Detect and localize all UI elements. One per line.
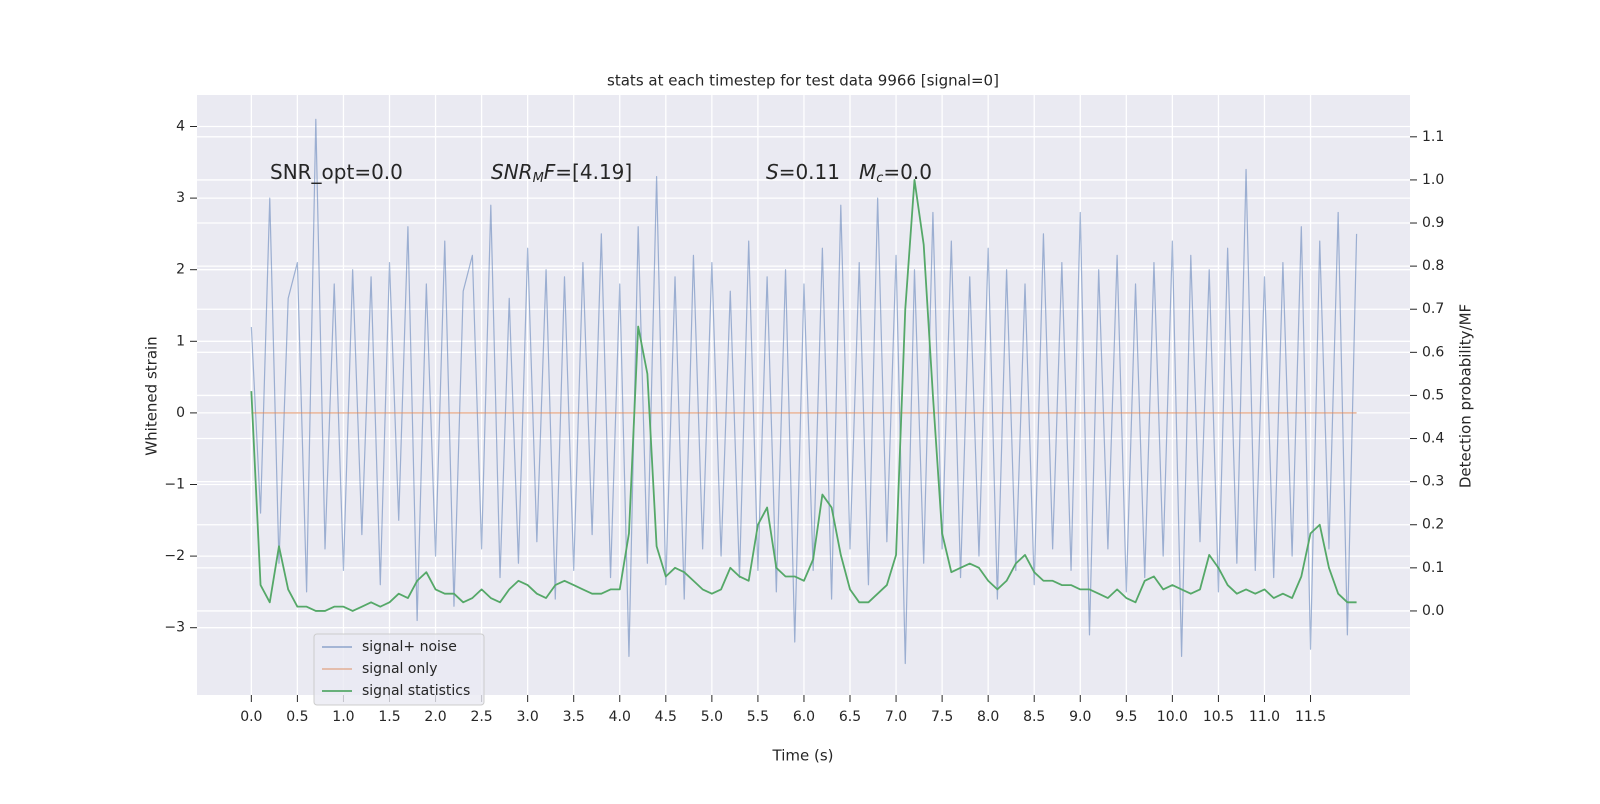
x-tick-label: 1.5 [378,709,400,725]
series-line [250,179,1357,612]
annotation-part: =0.11 [779,160,840,184]
annotation-part: =0.0 [883,160,932,184]
annotation-part: c [876,171,883,186]
x-tick-label: 11.5 [1295,709,1326,725]
y2-tick-label: 0.1 [1422,560,1444,576]
y-tick-label: 0 [176,405,185,421]
annotation: S=0.11 [766,160,840,184]
y2-tick-label: 0.2 [1422,517,1444,533]
y2-tick-label: 0.9 [1422,215,1444,231]
x-tick-label: 10.5 [1203,709,1234,725]
y-tick-label: 1 [176,333,185,349]
x-tick-label: 8.0 [977,709,999,725]
annotation: Mc=0.0 [859,160,932,186]
annotation-part: F [544,160,556,184]
x-tick-label: 2.0 [424,709,446,725]
x-tick-label: 5.5 [747,709,769,725]
x-tick-label: 0.0 [240,709,262,725]
x-tick-label: 2.5 [470,709,492,725]
annotation-part: SNR [491,160,533,184]
y2-axis-label: Detection probability/MF [1457,304,1475,488]
x-tick-label: 7.5 [931,709,953,725]
x-tick-label: 1.0 [332,709,354,725]
annotation: SNRMF=[4.19] [491,160,632,186]
y-axis-label: Whitened strain [143,336,161,455]
y2-tick-label: 0.8 [1422,258,1444,274]
legend-box [313,633,485,706]
chart-title: stats at each timestep for test data 996… [607,72,999,90]
x-tick-label: 3.5 [563,709,585,725]
y2-tick-label: 1.0 [1422,172,1444,188]
x-tick-label: 9.0 [1069,709,1091,725]
annotation: SNR_opt=0.0 [270,160,403,184]
legend-label: signal only [362,661,437,677]
y2-tick-label: 1.1 [1422,129,1444,145]
x-tick-label: 7.0 [885,709,907,725]
x-tick-label: 0.5 [286,709,308,725]
x-tick-label: 10.0 [1157,709,1188,725]
annotation-part: M [533,171,544,186]
y2-tick-label: 0.6 [1422,344,1444,360]
annotation-part: SNR_opt=0.0 [270,160,403,184]
x-tick-label: 6.5 [839,709,861,725]
y-tick-label: 4 [176,119,185,135]
y-tick-label: −1 [164,476,185,492]
y2-tick-label: 0.7 [1422,301,1444,317]
y2-tick-label: 0.5 [1422,387,1444,403]
x-tick-label: 4.0 [609,709,631,725]
x-tick-label: 9.5 [1115,709,1137,725]
y-tick-label: 3 [176,190,185,206]
x-tick-label: 3.0 [517,709,539,725]
series-line [250,118,1358,665]
y-tick-label: −2 [164,548,185,564]
x-tick-label: 6.0 [793,709,815,725]
y2-tick-label: 0.3 [1422,474,1444,490]
x-tick-label: 4.5 [655,709,677,725]
y-tick-label: 2 [176,262,185,278]
legend-label: signal statistics [362,683,470,699]
x-tick-label: 11.0 [1249,709,1280,725]
annotation-part: S [766,160,779,184]
x-tick-label: 5.0 [701,709,723,725]
y2-tick-label: 0.4 [1422,431,1444,447]
y2-tick-label: 0.0 [1422,603,1444,619]
x-tick-label: 8.5 [1023,709,1045,725]
annotation-part: M [859,160,876,184]
legend-label: signal+ noise [362,639,457,655]
annotation-part: =[4.19] [555,160,632,184]
x-axis-label: Time (s) [772,747,834,765]
y-tick-label: −3 [164,620,185,636]
